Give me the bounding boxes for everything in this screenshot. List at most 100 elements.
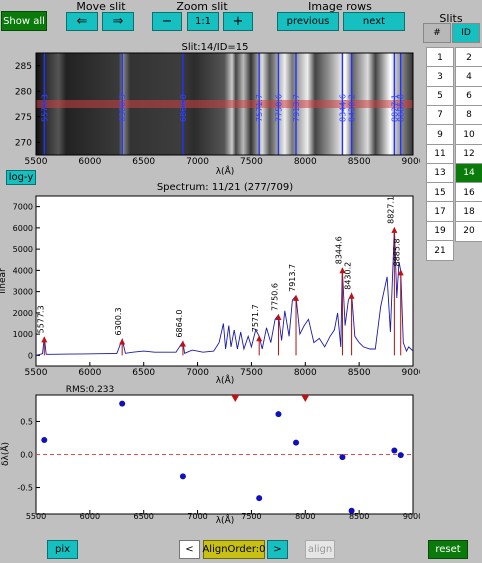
spectrum-peak-label: 5577.3 xyxy=(36,305,45,333)
spectrum-peak-label: 6864.0 xyxy=(175,310,184,338)
align-order-next-button[interactable]: > xyxy=(267,540,288,559)
zoom-in-button[interactable]: + xyxy=(223,12,253,31)
residual-xtick-label: 7500 xyxy=(241,512,261,521)
spectrum-xtick-label: 8500 xyxy=(348,368,371,378)
residual-xtick-label: 7000 xyxy=(187,512,207,521)
spectrum-xtick-label: 9000 xyxy=(402,368,420,378)
previous-button[interactable]: previous xyxy=(277,12,339,31)
spectrum-chart: Spectrum: 11/21 (277/709) 7000 6000 5000 40… xyxy=(0,182,420,386)
slit-cell-5[interactable]: 5 xyxy=(426,85,454,107)
residual-xtick-label: 5500 xyxy=(26,512,46,521)
spectrum-peak-label: 8885.8 xyxy=(393,238,402,266)
slit-col-id[interactable]: ID xyxy=(452,23,480,43)
residual-point[interactable] xyxy=(348,507,355,514)
pix-button[interactable]: pix xyxy=(47,540,78,559)
slit-image-panel: Slit:14/ID=15 5577.3 6300.3 6864.0 7571.7 77… xyxy=(15,42,420,177)
residual-point[interactable] xyxy=(256,495,263,502)
spectrum-peak-label: 7571.7 xyxy=(251,304,260,332)
slit-cell-1[interactable]: 1 xyxy=(426,47,454,68)
image-line-label: 5577.3 xyxy=(40,94,49,122)
slit-cell-2[interactable]: 2 xyxy=(455,47,482,68)
residual-xtick-label: 8000 xyxy=(295,512,315,521)
residual-point[interactable] xyxy=(179,473,186,480)
image-xtick-label: 7000 xyxy=(186,157,209,167)
log-y-button[interactable]: log-y xyxy=(6,170,36,185)
image-rows-label: Image rows xyxy=(308,0,372,13)
spectrum-title: Spectrum: 11/21 (277/709) xyxy=(157,182,293,193)
residual-point[interactable] xyxy=(275,411,282,418)
selected-row-band xyxy=(36,100,413,108)
move-right-button[interactable]: ⇒ xyxy=(102,12,134,31)
residual-xlabel: λ(Å) xyxy=(216,514,235,524)
residual-point[interactable] xyxy=(397,452,404,459)
spectrum-ytick-label: 3000 xyxy=(13,288,33,297)
spectrum-peak-marker[interactable] xyxy=(348,292,355,299)
spectrum-ytick-label: 5000 xyxy=(13,245,33,254)
residual-line-marker[interactable] xyxy=(231,395,240,402)
image-xtick-label: 7500 xyxy=(240,157,263,167)
slit-cell-18[interactable]: 18 xyxy=(455,201,482,223)
slit-cell-13[interactable]: 13 xyxy=(426,162,454,184)
slits-title: Slits xyxy=(439,12,463,25)
image-line-label: 8430.2 xyxy=(348,94,357,122)
slit-cell-19[interactable]: 19 xyxy=(426,220,454,242)
residual-point[interactable] xyxy=(339,454,346,461)
residual-point[interactable] xyxy=(391,447,398,454)
spectrum-peak-label: 8430.2 xyxy=(344,262,353,290)
slit-cell-4[interactable]: 4 xyxy=(455,66,482,88)
slit-cell-21[interactable]: 21 xyxy=(426,240,454,261)
align-order-prev-button[interactable]: < xyxy=(179,540,200,559)
residual-point[interactable] xyxy=(41,436,48,443)
residual-xtick-label: 6000 xyxy=(80,512,100,521)
residual-point[interactable] xyxy=(293,439,300,446)
spectrum-peak-marker[interactable] xyxy=(256,335,263,342)
image-xtick-label: 6000 xyxy=(78,157,101,167)
image-line-label: 8827.1 xyxy=(390,94,399,122)
slit-cell-6[interactable]: 6 xyxy=(455,85,482,107)
residual-ytick-label: 0.0 xyxy=(20,451,33,460)
spectrum-peak-marker[interactable] xyxy=(179,340,186,347)
reset-button[interactable]: reset xyxy=(428,540,468,559)
spectrum-peak-marker[interactable] xyxy=(293,294,300,301)
slit-cell-15[interactable]: 15 xyxy=(426,182,454,204)
image-xtick-label: 8000 xyxy=(294,157,317,167)
slit-cell-11[interactable]: 11 xyxy=(426,143,454,165)
image-xtick-label: 6500 xyxy=(132,157,155,167)
move-left-button[interactable]: ⇐ xyxy=(66,12,98,31)
zoom-out-button[interactable]: − xyxy=(152,12,182,31)
align-order-field[interactable]: AlignOrder:0 xyxy=(202,540,266,559)
spectrum-ytick-label: 4000 xyxy=(13,266,33,275)
slit-cell-8[interactable]: 8 xyxy=(455,104,482,126)
spectrum-peak-marker[interactable] xyxy=(339,267,346,274)
spectrum-xtick-label: 7000 xyxy=(186,368,209,378)
spectrum-peak-marker[interactable] xyxy=(397,269,404,276)
slit-cell-12[interactable]: 12 xyxy=(455,143,482,165)
spectrum-peak-marker[interactable] xyxy=(119,338,126,345)
spectrum-peak-label: 6300.3 xyxy=(114,307,123,335)
slit-cell-10[interactable]: 10 xyxy=(455,124,482,146)
residual-ytick-label: -0.5 xyxy=(17,484,33,493)
zoom-reset-button[interactable]: 1:1 xyxy=(187,12,219,31)
slit-cell-9[interactable]: 9 xyxy=(426,124,454,146)
next-button[interactable]: next xyxy=(343,12,405,31)
spectrum-peak-marker[interactable] xyxy=(391,226,398,233)
residual-line-marker[interactable] xyxy=(301,395,310,402)
residual-point[interactable] xyxy=(119,400,126,407)
spectrum-peak-marker[interactable] xyxy=(41,336,48,343)
spectrum-xtick-label: 6500 xyxy=(132,368,155,378)
slit-cell-14[interactable]: 14 xyxy=(455,162,482,184)
slit-cell-3[interactable]: 3 xyxy=(426,66,454,88)
image-line-label: 7750.6 xyxy=(274,94,283,122)
align-button[interactable]: align xyxy=(305,540,335,559)
show-all-button[interactable]: Show all xyxy=(1,11,47,31)
slit-cell-20[interactable]: 20 xyxy=(455,220,482,242)
image-title: Slit:14/ID=15 xyxy=(181,42,248,53)
slit-cell-17[interactable]: 17 xyxy=(426,201,454,223)
residual-chart: RMS:0.233 0.5 0.0 -0.5 5500 6000 6500 7000 750… xyxy=(0,385,420,524)
spectrum-ytick-label: 2000 xyxy=(13,309,33,318)
zoom-slit-label: Zoom slit xyxy=(176,0,228,13)
spectrum-peak-marker[interactable] xyxy=(275,314,282,320)
slit-col-number[interactable]: # xyxy=(423,23,451,43)
slit-cell-7[interactable]: 7 xyxy=(426,104,454,126)
slit-cell-16[interactable]: 16 xyxy=(455,182,482,204)
